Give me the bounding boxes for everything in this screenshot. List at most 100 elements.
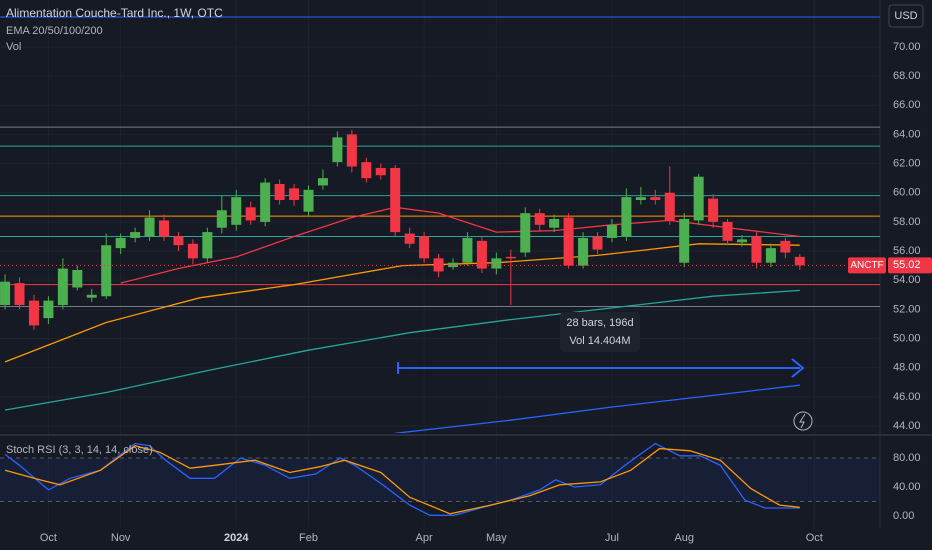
candle-body xyxy=(245,207,256,221)
axes: 44.00 46.00 48.00 50.00 52.00 54.00 56.00 58.00… xyxy=(40,41,932,544)
x-tick-label: Aug xyxy=(674,532,694,544)
candle-body xyxy=(260,182,271,222)
stoch-line xyxy=(4,444,800,515)
candle-body xyxy=(332,137,343,163)
y-tick-label: 52.00 xyxy=(893,303,921,315)
candle-body xyxy=(43,300,54,319)
y-tick-label: 70.00 xyxy=(893,41,921,53)
candle-body xyxy=(419,236,430,259)
candle-body xyxy=(346,134,357,167)
currency: USD xyxy=(894,10,917,22)
y-tick-label: 54.00 xyxy=(893,274,921,286)
candle-body xyxy=(144,217,155,237)
candle-body xyxy=(86,294,97,298)
candle-body xyxy=(505,256,516,259)
candle-body xyxy=(737,239,748,243)
currency-box[interactable] xyxy=(888,4,924,28)
candle-body xyxy=(765,248,776,263)
stoch-pane xyxy=(0,437,880,527)
candle-body xyxy=(72,270,83,288)
candle-body xyxy=(404,233,415,244)
y-tick-label: 62.00 xyxy=(893,157,921,169)
x-tick-label: Oct xyxy=(40,532,57,544)
symbol-tag xyxy=(848,257,886,274)
y-tick-label: 40.00 xyxy=(893,481,921,493)
symbol-label: ANCTF xyxy=(850,260,883,271)
ema-line xyxy=(4,243,800,363)
candle-body xyxy=(115,237,126,249)
candle-body xyxy=(578,237,589,266)
x-tick-label: 2024 xyxy=(224,532,249,544)
y-tick-label: 64.00 xyxy=(893,128,921,140)
candle-body xyxy=(650,197,661,201)
candle-body xyxy=(173,236,184,246)
candle-body xyxy=(231,197,242,225)
candle-body xyxy=(187,243,198,259)
x-tick-label: Apr xyxy=(416,532,433,544)
y-tick-label: 44.00 xyxy=(893,420,921,432)
candle-body xyxy=(390,167,401,233)
candle-body xyxy=(361,162,372,179)
candle-body xyxy=(592,236,603,250)
candle-body xyxy=(751,236,762,263)
candle-body xyxy=(794,256,805,266)
candle-body xyxy=(14,283,25,305)
y-tick-label: 48.00 xyxy=(893,362,921,374)
candle-body xyxy=(202,232,213,259)
candle-body xyxy=(664,192,675,221)
candle-body xyxy=(289,188,300,201)
candle-body xyxy=(433,258,444,272)
candle-body xyxy=(101,245,112,297)
candle-body xyxy=(780,240,791,253)
x-tick-label: Feb xyxy=(299,532,318,544)
y-tick-label: 0.00 xyxy=(893,510,914,522)
candle-body xyxy=(159,220,170,237)
y-tick-label: 50.00 xyxy=(893,332,921,344)
x-tick-label: Jul xyxy=(605,532,619,544)
stoch-band xyxy=(0,458,880,502)
price-label: 55.02 xyxy=(893,259,921,271)
alert-icon[interactable] xyxy=(793,411,813,431)
candle-body xyxy=(679,218,690,263)
alert-bolt xyxy=(799,413,806,429)
measure-bars: 28 bars, 196d xyxy=(566,317,633,329)
ema-line xyxy=(4,289,800,411)
indicator-label: EMA 20/50/100/200 xyxy=(6,25,103,37)
candle-body xyxy=(534,213,545,225)
main-pane xyxy=(0,16,880,433)
measure-volume: Vol 14.404M xyxy=(569,335,630,347)
candle-body xyxy=(606,224,617,238)
y-tick-label: 56.00 xyxy=(893,245,921,257)
candle-body xyxy=(563,217,574,266)
candle-body xyxy=(317,178,328,186)
x-tick-label: Oct xyxy=(806,532,823,544)
candle-body xyxy=(722,221,733,241)
candle-body xyxy=(520,213,531,253)
y-tick-label: 80.00 xyxy=(893,452,921,464)
chart-title: Alimentation Couche-Tard Inc., 1W, OTC xyxy=(6,6,223,20)
candle-body xyxy=(216,210,227,228)
candle-body xyxy=(0,281,11,305)
candle-body xyxy=(635,197,646,201)
candle-body xyxy=(549,218,560,228)
ema-line xyxy=(395,384,800,433)
y-tick-label: 68.00 xyxy=(893,70,921,82)
x-tick-label: Nov xyxy=(111,532,131,544)
y-tick-label: 60.00 xyxy=(893,187,921,199)
candle-body xyxy=(693,176,704,221)
candle-body xyxy=(375,167,386,176)
candle-body xyxy=(476,240,487,269)
y-tick-label: 46.00 xyxy=(893,391,921,403)
stoch-title: Stoch RSI (3, 3, 14, 14, close) xyxy=(6,444,153,456)
price-tag xyxy=(888,257,932,274)
candle-body xyxy=(448,262,459,268)
candle-body xyxy=(274,183,285,201)
x-tick-label: May xyxy=(486,532,507,544)
candle-body xyxy=(130,232,141,238)
candle-body xyxy=(491,258,502,269)
candle-body xyxy=(708,198,719,222)
measure-head xyxy=(791,358,805,378)
y-tick-label: 58.00 xyxy=(893,216,921,228)
